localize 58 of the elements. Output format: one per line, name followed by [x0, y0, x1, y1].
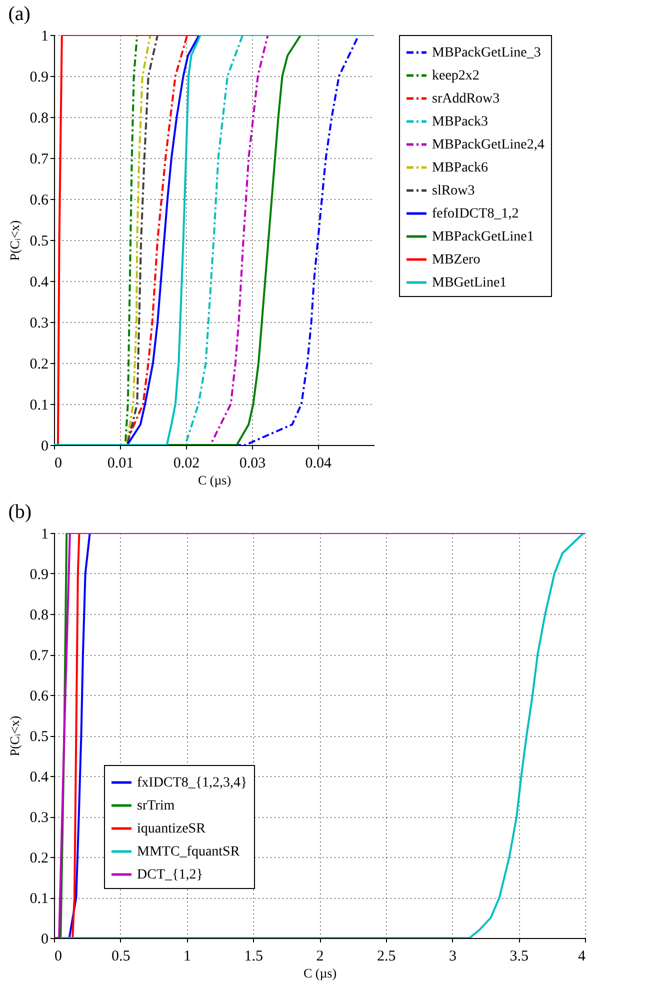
y-tick-label: 0.7	[30, 152, 49, 168]
y-tick-label: 0	[41, 932, 48, 948]
legend-label: fxIDCT8_{1,2,3,4}	[137, 776, 248, 790]
x-tick-label: 0.5	[112, 948, 130, 964]
x-tick-label: 0.01	[107, 456, 134, 472]
legend-label: iquantizeSR	[137, 822, 206, 836]
x-axis-title: C (µs)	[303, 966, 337, 980]
x-tick-label: 0	[54, 456, 62, 472]
y-tick-label: 0	[41, 438, 48, 454]
x-tick-label: 3	[449, 948, 456, 964]
x-tick-label: 0	[54, 948, 62, 964]
y-tick-label: 0.2	[30, 850, 48, 866]
y-axis-title: P(Cᵢ<x)	[6, 716, 22, 756]
legend-label: MMTC_fquantSR	[137, 844, 240, 860]
x-tick-label: 3.5	[510, 948, 528, 964]
legend-label: MBPackGetLine1	[432, 230, 534, 244]
y-tick-label: 0.3	[30, 316, 48, 332]
y-tick-label: 0.4	[30, 770, 49, 786]
y-tick-label: 0.6	[30, 688, 49, 704]
y-tick-label: 0.8	[30, 608, 48, 624]
chart-title: (b)	[8, 501, 32, 523]
y-tick-label: 1	[41, 526, 48, 542]
y-tick-label: 0.9	[30, 70, 48, 86]
x-tick-label: 2.5	[377, 948, 396, 964]
x-tick-label: 1	[184, 948, 191, 964]
legend-label: DCT_{1,2}	[137, 868, 203, 882]
legend-label: MBPackGetLine2,4	[432, 138, 544, 152]
legend-label: slRow3	[432, 184, 475, 198]
legend-label: keep2x2	[432, 68, 480, 84]
x-tick-label: 0.04	[305, 456, 332, 472]
chart-title: (a)	[8, 3, 30, 25]
x-tick-label: 4	[578, 948, 586, 964]
x-tick-label: 1.5	[244, 948, 263, 964]
x-tick-label: 0.02	[173, 456, 200, 472]
legend-label: MBPackGetLine_3	[432, 46, 541, 60]
x-tick-label: 0.03	[239, 456, 266, 472]
legend-label: MBGetLine1	[432, 276, 507, 290]
y-tick-label: 0.7	[30, 648, 49, 664]
y-tick-label: 1	[41, 28, 48, 44]
y-tick-label: 0.3	[30, 810, 48, 826]
y-tick-label: 0.4	[30, 274, 49, 290]
x-tick-label: 2	[316, 948, 324, 964]
y-tick-label: 0.8	[30, 110, 48, 126]
y-tick-label: 0.5	[30, 729, 48, 745]
y-tick-label: 0.9	[30, 567, 48, 583]
legend-label: fefoIDCT8_1,2	[432, 206, 519, 222]
legend-label: MBZero	[432, 252, 480, 268]
y-tick-label: 0.6	[30, 192, 49, 208]
legend-label: MBPack3	[432, 114, 488, 130]
legend-label: srTrim	[137, 798, 175, 814]
y-tick-label: 0.1	[30, 398, 48, 414]
legend-label: srAddRow3	[432, 92, 500, 106]
y-tick-label: 0.5	[30, 234, 48, 250]
y-tick-label: 0.2	[30, 356, 48, 372]
legend-label: MBPack6	[432, 160, 488, 176]
y-axis-title: P(Cᵢ<x)	[6, 220, 22, 261]
x-axis-title: C (µs)	[198, 472, 232, 488]
y-tick-label: 0.1	[30, 891, 48, 907]
